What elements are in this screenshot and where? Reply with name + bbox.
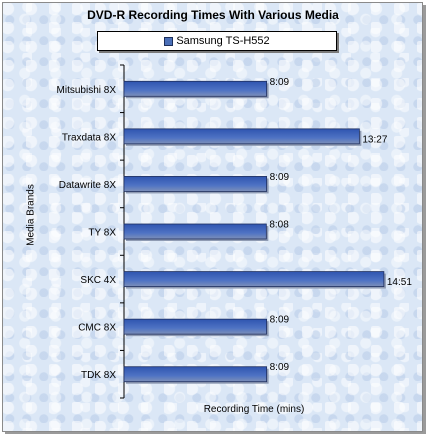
- data-label: 8:09: [270, 77, 290, 88]
- category-label: Mitsubishi 8X: [57, 85, 117, 96]
- bar: [123, 366, 268, 383]
- category-label: Datawrite 8X: [59, 180, 117, 191]
- bar: [123, 223, 267, 240]
- chart-title: DVD-R Recording Times With Various Media: [87, 8, 339, 22]
- bar: [123, 318, 268, 335]
- legend-swatch: [164, 36, 174, 46]
- bar: [123, 176, 268, 192]
- data-label: 8:08: [269, 220, 289, 231]
- bar: [123, 128, 360, 145]
- data-label: 8:09: [270, 172, 290, 183]
- data-label: 8:09: [270, 362, 290, 373]
- chart-legend: Samsung TS-H552: [97, 31, 337, 51]
- bar: [123, 271, 385, 287]
- data-label: 14:51: [387, 277, 412, 288]
- category-label: TY 8X: [88, 228, 116, 239]
- data-label: 8:09: [270, 315, 290, 326]
- category-label: CMC 8X: [78, 323, 116, 334]
- category-label: Traxdata 8X: [62, 132, 116, 143]
- bar: [123, 80, 268, 97]
- category-label: SKC 4X: [80, 275, 116, 286]
- legend-label: Samsung TS-H552: [176, 35, 270, 47]
- x-axis-title: Recording Time (mins): [203, 404, 305, 415]
- chart-frame: [2, 2, 423, 432]
- category-label: TDK 8X: [81, 370, 116, 381]
- data-label: 13:27: [362, 134, 387, 145]
